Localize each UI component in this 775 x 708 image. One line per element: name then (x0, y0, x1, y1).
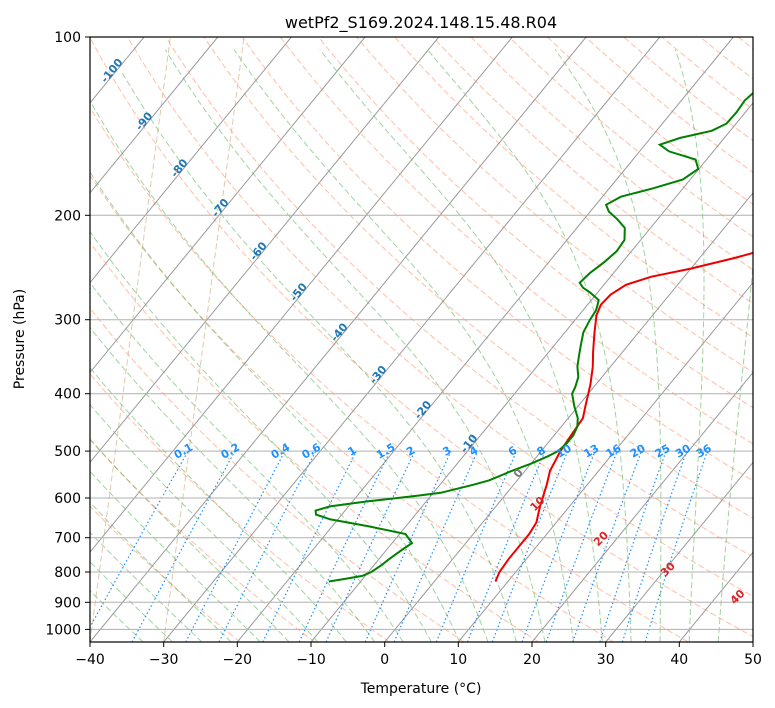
mixing-ratio-line (644, 450, 708, 642)
moist-adiabat (90, 561, 173, 642)
mixing-ratio-line (298, 450, 391, 642)
y-tick-label: 1000 (45, 622, 81, 638)
dry-adiabat (280, 37, 753, 445)
moist-adiabat (90, 367, 347, 642)
y-tick-label: 100 (54, 30, 81, 46)
isotherm (90, 37, 513, 553)
pressure-grid (90, 37, 753, 630)
mixing-ratio-line (621, 450, 688, 642)
dry-adiabat (90, 241, 540, 642)
isotherm (236, 37, 734, 642)
moist-adiabat (427, 49, 632, 642)
x-tick-label: 50 (744, 652, 762, 668)
dewpoint-profile (314, 91, 753, 583)
isotherm (310, 102, 753, 642)
isotherm (90, 37, 219, 194)
isotherm (752, 641, 753, 642)
y-axis: 100 200 300 400 500 600 700 800 900 1000 (45, 30, 90, 638)
dry-adiabat (508, 37, 753, 238)
dry-adiabat (90, 37, 753, 638)
y-tick-label: 700 (54, 531, 81, 547)
isotherm (0, 37, 70, 642)
y-tick-label: 900 (54, 595, 81, 611)
mixing-ratio-line (131, 450, 236, 642)
moist-adiabat (90, 589, 144, 642)
dry-adiabat (165, 37, 753, 558)
dry-adiabat (318, 37, 753, 409)
isotherm (90, 37, 292, 284)
dry-adiabat (432, 37, 753, 305)
mixing-ratio-line (545, 450, 618, 642)
dry-adiabat (394, 37, 753, 339)
dry-adiabat (547, 37, 753, 205)
isotherm (90, 37, 440, 464)
mixing-ratio-line (90, 450, 189, 629)
dry-adiabat (203, 37, 753, 519)
moist-adiabat (90, 403, 319, 642)
profile-lines (314, 91, 753, 583)
moist-adiabat (90, 281, 404, 642)
plot-area (90, 37, 753, 642)
x-tick-label: −40 (75, 652, 105, 668)
moist-adiabat (90, 230, 432, 642)
x-tick-label: 10 (449, 652, 467, 668)
dry-adiabat (90, 174, 614, 642)
y-axis-label: Pressure (hPa) (12, 289, 28, 389)
x-tick-label: 30 (597, 652, 615, 668)
moist-adiabat (90, 438, 290, 642)
dry-adiabat-curve (163, 37, 245, 642)
x-tick-label: 40 (670, 652, 688, 668)
mixing-ratio-line (599, 450, 667, 642)
moist-adiabat (717, 260, 753, 642)
dry-adiabat (90, 307, 465, 642)
y-tick-label: 800 (54, 565, 81, 581)
isotherm (384, 192, 753, 642)
x-tick-label: −20 (223, 652, 253, 668)
y-tick-label: 200 (54, 208, 81, 224)
plot-frame (89, 36, 754, 643)
isotherm (531, 371, 753, 642)
mixing-ratio-line (435, 450, 518, 642)
isotherm (90, 37, 587, 642)
y-tick-label: 400 (54, 387, 81, 403)
dry-adiabat (90, 106, 689, 642)
moist-adiabat (90, 531, 203, 642)
dry-adiabat (90, 373, 390, 642)
x-tick-label: 20 (523, 652, 541, 668)
thermodynamic-lines (0, 37, 753, 642)
mixing-ratio-line (325, 450, 416, 642)
moist-adiabat (674, 49, 705, 642)
x-tick-label: −30 (149, 652, 179, 668)
chart-title: wetPf2_S169.2024.148.15.48.R04 (285, 13, 557, 33)
y-tick-label: 500 (54, 444, 81, 460)
mixing-ratio-line (262, 450, 357, 642)
dry-adiabat (356, 37, 753, 373)
isotherm (605, 461, 753, 642)
isotherm (457, 281, 753, 642)
moist-adiabat (90, 326, 376, 642)
y-tick-label: 300 (54, 313, 81, 329)
isotherm (90, 37, 366, 374)
x-tick-label: 0 (380, 652, 389, 668)
x-axis-label: Temperature (°C) (360, 681, 482, 697)
moist-adiabat (91, 104, 489, 642)
x-axis: −40 −30 −20 −10 0 10 20 30 40 50 (75, 642, 762, 668)
dry-adiabat (90, 505, 241, 642)
mixing-ratio-line (572, 450, 643, 642)
isotherm (163, 37, 661, 642)
dry-adiabat (470, 37, 753, 271)
dry-adiabat-curve (90, 37, 171, 642)
moist-adiabat (90, 501, 232, 642)
moist-adiabat (554, 49, 662, 642)
moist-adiabat (233, 49, 575, 642)
dry-adiabat (127, 37, 753, 597)
y-tick-label: 600 (54, 491, 81, 507)
x-tick-label: −10 (296, 652, 326, 668)
dry-adiabat (241, 37, 753, 482)
temperature-profile (494, 251, 753, 582)
moist-adiabat (90, 470, 261, 642)
